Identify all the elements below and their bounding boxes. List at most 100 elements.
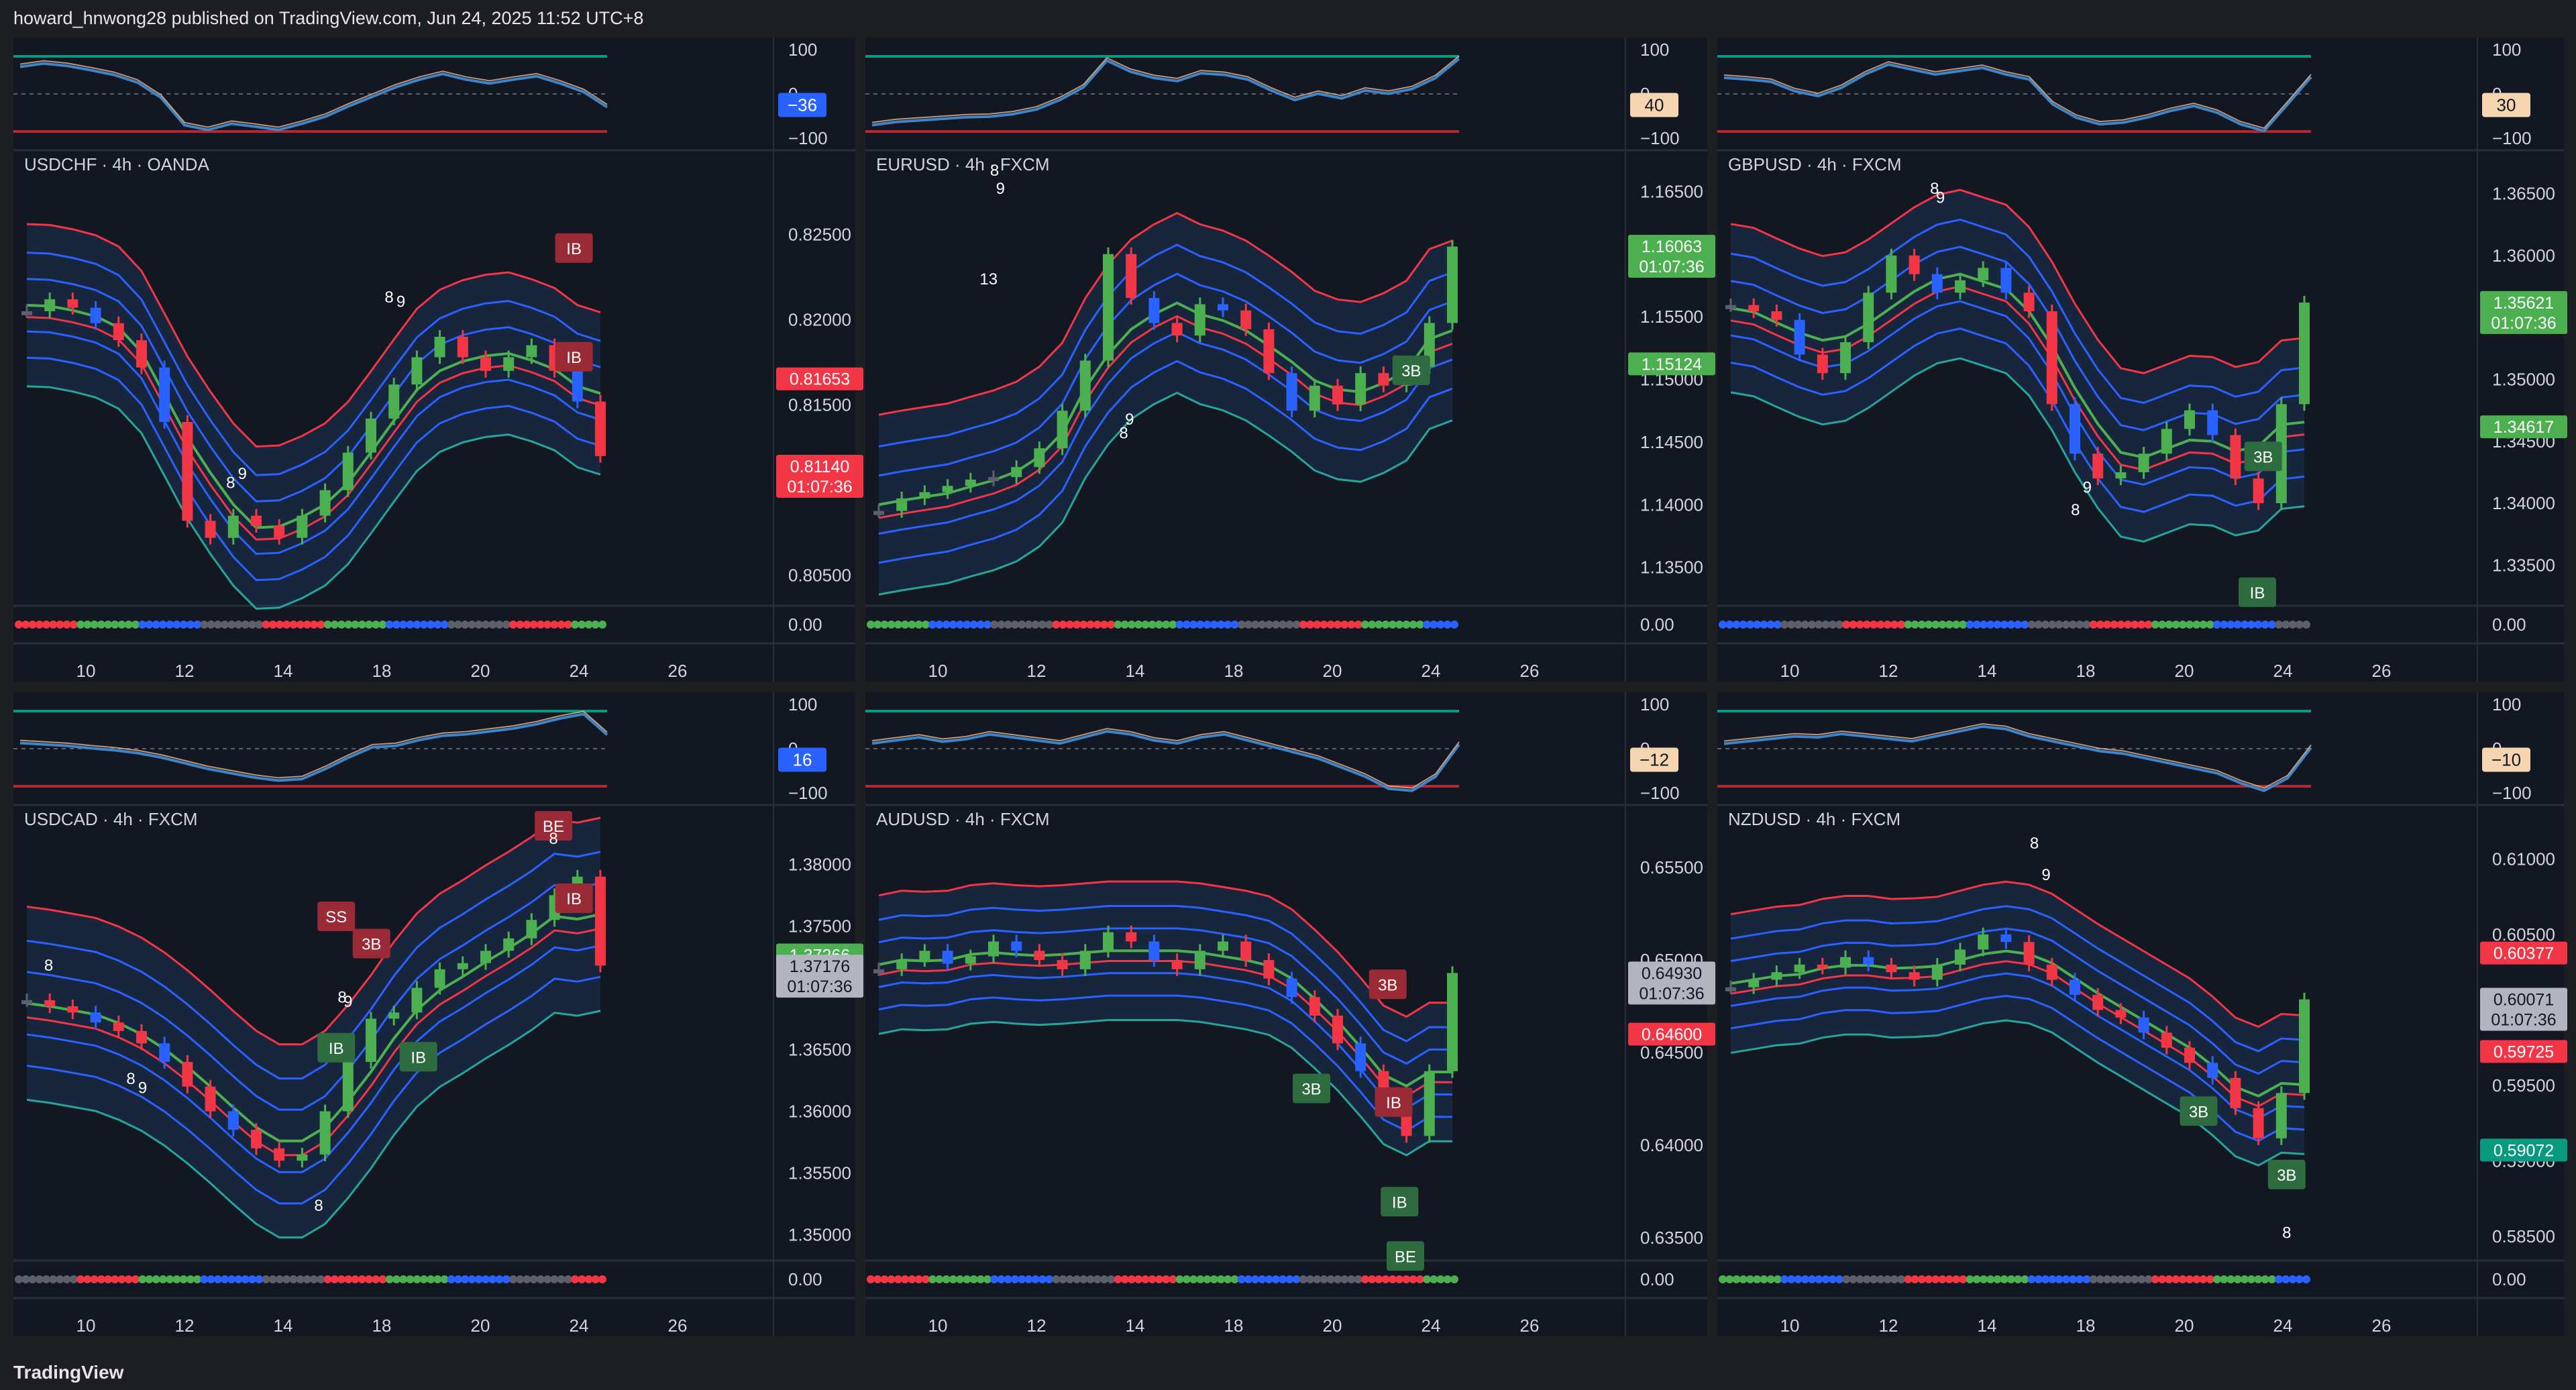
state-dot <box>2034 621 2043 629</box>
candle <box>182 1061 193 1087</box>
osc-line <box>19 712 608 782</box>
state-dot <box>1945 621 1953 629</box>
signal-marker: IB <box>1375 1087 1413 1117</box>
osc-value-text: −12 <box>1640 750 1669 770</box>
state-dot <box>2151 1275 2159 1283</box>
signal-marker: 8 <box>226 474 235 492</box>
state-dot <box>413 1275 421 1283</box>
basis-line <box>878 949 1453 1088</box>
signal-badge <box>555 341 593 372</box>
band-fill <box>1731 881 2304 1166</box>
state-dot <box>1155 1275 1163 1283</box>
state-dot <box>97 621 105 629</box>
state-dot <box>385 621 394 629</box>
candle <box>1103 254 1114 361</box>
state-dot <box>2089 1275 2098 1283</box>
band-lower-0 <box>878 391 1453 596</box>
state-dot <box>1430 621 1438 629</box>
candle <box>1886 255 1897 293</box>
price-tick-label: 0.64500 <box>1640 1042 1703 1063</box>
price-label-countdown: 01:07:36 <box>787 977 852 996</box>
state-dot <box>1966 1275 1974 1283</box>
state-dot <box>1018 1275 1026 1283</box>
x-tick-label: 18 <box>1224 661 1244 681</box>
state-dot <box>1849 621 1858 629</box>
price-tick-label: 1.36000 <box>788 1102 851 1122</box>
state-dot <box>1334 1275 1342 1283</box>
state-dot <box>2082 621 2091 629</box>
state-dot <box>1739 621 1748 629</box>
state-dot <box>1725 621 1734 629</box>
signal-marker: 3B <box>1392 356 1430 385</box>
state-dot <box>207 621 215 629</box>
dots-value-label: 0.00 <box>2492 1269 2526 1289</box>
state-dot <box>2171 1275 2180 1283</box>
signal-marker: 9 <box>138 1079 147 1097</box>
state-dot <box>1148 1275 1157 1283</box>
candle <box>1218 941 1228 951</box>
osc-value-label: −12 <box>1630 747 1678 772</box>
price-label-value: 1.35621 <box>2493 294 2554 313</box>
signal-count: 9 <box>2041 866 2050 884</box>
candle <box>2070 404 2080 454</box>
state-dot <box>578 621 586 629</box>
candle <box>1240 310 1252 329</box>
state-dot <box>942 621 951 629</box>
state-dot <box>427 1275 435 1283</box>
state-dot <box>1162 1275 1171 1283</box>
state-dot <box>1279 621 1287 629</box>
state-dot <box>887 1275 896 1283</box>
state-dot <box>1045 1275 1054 1283</box>
state-dot <box>508 621 517 629</box>
candle <box>1057 960 1068 969</box>
state-dot <box>1079 621 1088 629</box>
state-dot <box>1876 1275 1885 1283</box>
state-dot <box>200 1275 209 1283</box>
price-tick-label: 1.15500 <box>1640 307 1703 327</box>
state-dot <box>152 621 160 629</box>
osc-tick-label: −100 <box>2492 783 2532 803</box>
state-dot <box>1993 1275 2002 1283</box>
candle <box>1978 268 1989 280</box>
state-dot <box>584 1275 593 1283</box>
candle <box>1978 934 1989 950</box>
candle <box>1309 385 1320 411</box>
state-dot <box>2288 1275 2297 1283</box>
price-tick-label: 1.14000 <box>1640 494 1703 515</box>
state-dot <box>372 1275 380 1283</box>
candle <box>1355 373 1366 405</box>
state-dot <box>1175 621 1184 629</box>
candle <box>2230 435 2241 479</box>
signal-count: 8 <box>1119 424 1128 442</box>
band-upper-0 <box>26 816 601 1046</box>
state-dot <box>1780 621 1789 629</box>
osc-value-text: 30 <box>2497 95 2516 115</box>
signal-marker: 8 <box>2282 1224 2291 1242</box>
candle <box>2070 979 2080 995</box>
state-dot <box>543 621 552 629</box>
band-lower-2 <box>26 945 601 1173</box>
panel-background <box>13 38 855 682</box>
state-dot <box>474 1275 483 1283</box>
state-dot <box>83 1275 92 1283</box>
candle <box>1126 254 1137 299</box>
signal-marker: IB <box>555 884 593 913</box>
x-tick-label: 14 <box>274 661 293 681</box>
signal-marker: IB <box>399 1042 437 1072</box>
signal-marker: IB <box>555 341 593 372</box>
state-dot <box>62 621 71 629</box>
state-dot <box>1415 621 1424 629</box>
price-label-box <box>2480 1138 2567 1162</box>
x-tick-label: 24 <box>2273 661 2293 681</box>
state-dot <box>1086 621 1095 629</box>
state-dot <box>2061 1275 2070 1283</box>
state-dot <box>1904 1275 1913 1283</box>
state-dot <box>2165 621 2174 629</box>
state-dot <box>152 1275 160 1283</box>
signal-badge <box>2267 1159 2306 1189</box>
candle <box>2275 1093 2287 1138</box>
state-dot <box>1766 621 1775 629</box>
